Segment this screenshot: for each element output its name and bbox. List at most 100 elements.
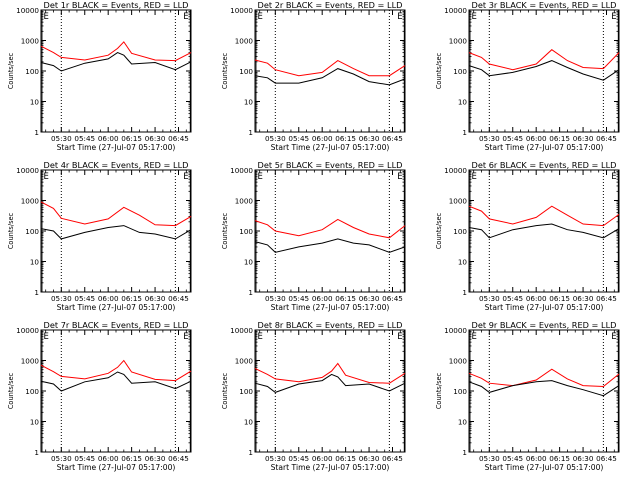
y-tick-label: 100 — [453, 227, 467, 236]
x-tick-label: 05:30 — [479, 134, 500, 143]
x-axis-label: Start Time (27-Jul-07 05:17:00) — [271, 463, 390, 472]
plot-frame — [468, 169, 620, 293]
panel-title: Det 8r BLACK = Events, RED = LLD — [258, 320, 403, 330]
y-tick-label: 10 — [244, 98, 254, 107]
marker-label: E — [183, 172, 188, 182]
x-tick-label: 06:15 — [549, 454, 570, 463]
x-tick-label: 05:45 — [502, 294, 523, 303]
panel-title: Det 6r BLACK = Events, RED = LLD — [472, 160, 617, 170]
y-tick-label: 100 — [239, 67, 253, 76]
panel-6: Det 6r BLACK = Events, RED = LLD 1 10 100 10… — [435, 160, 620, 312]
x-tick-label: 05:45 — [288, 454, 309, 463]
x-tick-label: 06:30 — [359, 134, 380, 143]
x-tick-label: 06:30 — [145, 294, 166, 303]
y-tick-label: 1000 — [235, 357, 254, 366]
y-tick-label: 1000 — [449, 37, 468, 46]
x-tick-label: 05:45 — [288, 134, 309, 143]
panel-title: Det 1r BLACK = Events, RED = LLD — [44, 0, 189, 10]
y-axis-label: Counts/sec — [221, 372, 229, 409]
y-tick-label: 10000 — [16, 326, 39, 335]
lld-series-line — [468, 205, 620, 227]
x-tick-label: 05:45 — [74, 134, 95, 143]
x-tick-label: 06:45 — [168, 454, 189, 463]
x-tick-label: 06:15 — [121, 454, 142, 463]
marker-label: E — [258, 12, 263, 22]
x-tick-label: 06:45 — [168, 134, 189, 143]
y-axis-label: Counts/sec — [221, 52, 229, 89]
marker-label: E — [397, 332, 402, 342]
y-tick-label: 1 — [34, 128, 39, 137]
events-series-line — [468, 223, 620, 239]
y-tick-label: 100 — [25, 387, 39, 396]
x-tick-label: 06:30 — [145, 454, 166, 463]
panel-2: Det 2r BLACK = Events, RED = LLD 1 10 100 10… — [221, 0, 406, 152]
x-tick-label: 06:00 — [526, 294, 547, 303]
y-tick-label: 1000 — [235, 197, 254, 206]
y-tick-label: 100 — [453, 67, 467, 76]
x-tick-label: 05:45 — [74, 454, 95, 463]
x-axis-label: Start Time (27-Jul-07 05:17:00) — [57, 303, 176, 312]
x-tick-label: 06:00 — [312, 454, 333, 463]
y-tick-label: 100 — [453, 387, 467, 396]
marker-label: E — [183, 12, 188, 22]
x-tick-label: 06:15 — [335, 134, 356, 143]
lld-series-line — [254, 218, 406, 239]
x-tick-label: 06:15 — [121, 134, 142, 143]
panel-1: Det 1r BLACK = Events, RED = LLD 1 10 100 10… — [7, 0, 192, 152]
y-tick-label: 1000 — [449, 197, 468, 206]
x-tick-label: 06:00 — [526, 454, 547, 463]
panel-title: Det 4r BLACK = Events, RED = LLD — [44, 160, 189, 170]
y-tick-label: 10000 — [230, 326, 253, 335]
y-tick-label: 100 — [25, 227, 39, 236]
y-tick-label: 1 — [248, 288, 253, 297]
x-tick-label: 05:45 — [74, 294, 95, 303]
x-tick-label: 06:45 — [596, 134, 617, 143]
y-tick-label: 10000 — [444, 326, 467, 335]
plot-frame — [254, 329, 406, 453]
panel-7: Det 7r BLACK = Events, RED = LLD 1 10 100 10… — [7, 320, 192, 472]
y-tick-label: 10000 — [444, 166, 467, 175]
marker-label: E — [44, 12, 49, 22]
y-axis-label: Counts/sec — [221, 212, 229, 249]
x-tick-label: 06:00 — [98, 134, 119, 143]
y-tick-label: 1 — [462, 448, 467, 457]
events-series-line — [254, 373, 406, 393]
y-tick-label: 10 — [244, 418, 254, 427]
panel-9: Det 9r BLACK = Events, RED = LLD 1 10 100 10… — [435, 320, 620, 472]
x-tick-label: 06:45 — [382, 294, 403, 303]
x-tick-label: 05:45 — [502, 454, 523, 463]
x-tick-label: 06:30 — [573, 134, 594, 143]
y-tick-label: 100 — [239, 227, 253, 236]
x-axis-label: Start Time (27-Jul-07 05:17:00) — [485, 463, 604, 472]
y-axis-label: Counts/sec — [435, 52, 443, 89]
x-tick-label: 06:45 — [168, 294, 189, 303]
marker-label: E — [472, 172, 477, 182]
x-tick-label: 06:30 — [359, 294, 380, 303]
y-axis-label: Counts/sec — [435, 372, 443, 409]
y-tick-label: 1000 — [21, 197, 40, 206]
y-tick-label: 10000 — [16, 6, 39, 15]
marker-label: E — [258, 172, 263, 182]
x-tick-label: 05:45 — [502, 134, 523, 143]
x-tick-label: 06:15 — [335, 294, 356, 303]
x-tick-label: 06:30 — [145, 134, 166, 143]
x-tick-label: 06:00 — [98, 454, 119, 463]
panel-title: Det 7r BLACK = Events, RED = LLD — [44, 320, 189, 330]
x-tick-label: 05:30 — [479, 294, 500, 303]
x-tick-label: 05:30 — [265, 134, 286, 143]
panel-8: Det 8r BLACK = Events, RED = LLD 1 10 100 10… — [221, 320, 406, 472]
lld-series-line — [468, 368, 620, 388]
panel-title: Det 5r BLACK = Events, RED = LLD — [258, 160, 403, 170]
events-series-line — [468, 60, 620, 81]
marker-label: E — [183, 332, 188, 342]
x-tick-label: 06:15 — [549, 294, 570, 303]
events-series-line — [40, 371, 192, 392]
y-tick-label: 10 — [30, 98, 40, 107]
lld-series-line — [254, 59, 406, 77]
y-axis-label: Counts/sec — [7, 212, 15, 249]
x-tick-label: 05:30 — [265, 294, 286, 303]
x-tick-label: 06:00 — [526, 134, 547, 143]
plot-frame — [40, 169, 192, 293]
x-tick-label: 06:45 — [382, 454, 403, 463]
